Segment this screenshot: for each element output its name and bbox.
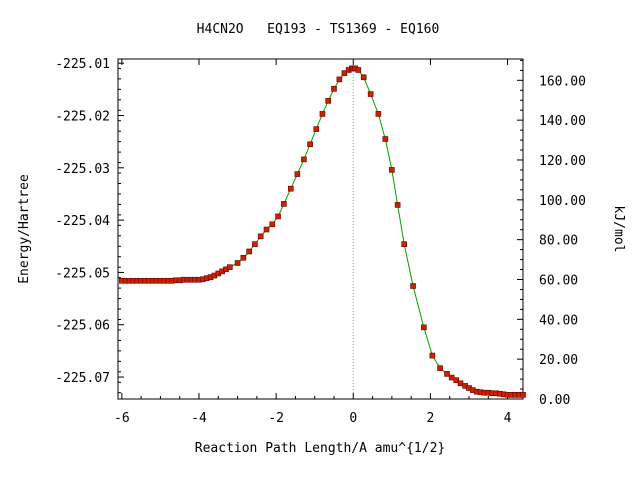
data-point	[367, 91, 374, 97]
y-tick-label: -225.06	[55, 319, 110, 334]
y-tick-label: -225.04	[55, 214, 110, 229]
data-point	[263, 226, 270, 233]
data-point	[382, 136, 389, 142]
data-point	[246, 248, 252, 255]
chart-title: H4CN2O EQ193 - TS1369 - EQ160	[197, 22, 440, 37]
data-point	[325, 98, 332, 104]
data-point	[257, 233, 264, 240]
data-point	[401, 241, 408, 247]
y2-tick-label: 60.00	[539, 273, 578, 288]
y2-axis-label: kJ/mol	[611, 206, 626, 253]
data-point	[240, 254, 247, 261]
x-axis: -6 -4 -2 0 2 4	[114, 59, 512, 426]
data-point	[410, 283, 416, 289]
y2-tick-label: 0.00	[539, 393, 570, 408]
data-point	[331, 86, 337, 92]
y-tick-label: -225.01	[55, 57, 110, 72]
data-point	[421, 324, 427, 331]
y-axis-left: -225.01 -225.02 -225.03 -225.04 -225.05 -225.…	[55, 57, 124, 394]
x-tick-label: -6	[114, 411, 130, 426]
data-point	[319, 111, 326, 117]
y-tick-label: -225.05	[55, 266, 110, 281]
data-point	[307, 141, 313, 148]
data-point	[457, 380, 464, 387]
data-point	[313, 126, 320, 132]
y2-tick-label: 140.00	[539, 114, 586, 129]
data-point	[227, 264, 233, 270]
data-point	[301, 156, 307, 163]
series-layer	[119, 65, 526, 398]
data-point	[275, 213, 281, 220]
data-point	[448, 374, 455, 381]
x-tick-label: -2	[268, 411, 284, 426]
y-axis-right: 0.00 20.00 40.00 60.00 80.00 100.00 120.00 140.…	[517, 59, 586, 408]
data-point	[394, 202, 401, 208]
y2-tick-label: 40.00	[539, 313, 578, 328]
data-point	[520, 392, 526, 398]
x-axis-label: Reaction Path Length/A amu^{1/2}	[195, 441, 445, 456]
y2-tick-label: 20.00	[539, 353, 578, 368]
data-point	[429, 352, 436, 359]
y-axis-label: Energy/Hartree	[17, 174, 32, 284]
data-point	[437, 365, 443, 371]
x-tick-label: -4	[191, 411, 207, 426]
y-tick-label: -225.07	[55, 371, 110, 386]
y2-tick-label: 160.00	[539, 74, 586, 89]
data-point	[287, 185, 294, 192]
x-tick-label: 2	[427, 411, 435, 426]
y-tick-label: -225.03	[55, 162, 110, 177]
data-point	[234, 260, 241, 266]
data-point	[294, 171, 301, 177]
data-point	[355, 67, 362, 73]
data-point	[281, 201, 287, 207]
data-point	[252, 241, 258, 247]
series-line	[121, 67, 523, 396]
data-point	[444, 371, 450, 377]
x-tick-label: 4	[504, 411, 512, 426]
plot-frame	[117, 58, 524, 400]
data-point	[360, 74, 367, 81]
y2-tick-label: 120.00	[539, 154, 586, 169]
y2-tick-label: 100.00	[539, 194, 586, 209]
data-point	[453, 377, 460, 383]
data-point	[269, 221, 276, 228]
data-point	[336, 76, 343, 83]
data-point	[341, 70, 348, 76]
x-tick-label: 0	[349, 411, 357, 426]
data-point	[389, 167, 395, 173]
y2-tick-label: 80.00	[539, 234, 578, 249]
data-point	[375, 111, 382, 117]
y-tick-label: -225.02	[55, 109, 110, 124]
